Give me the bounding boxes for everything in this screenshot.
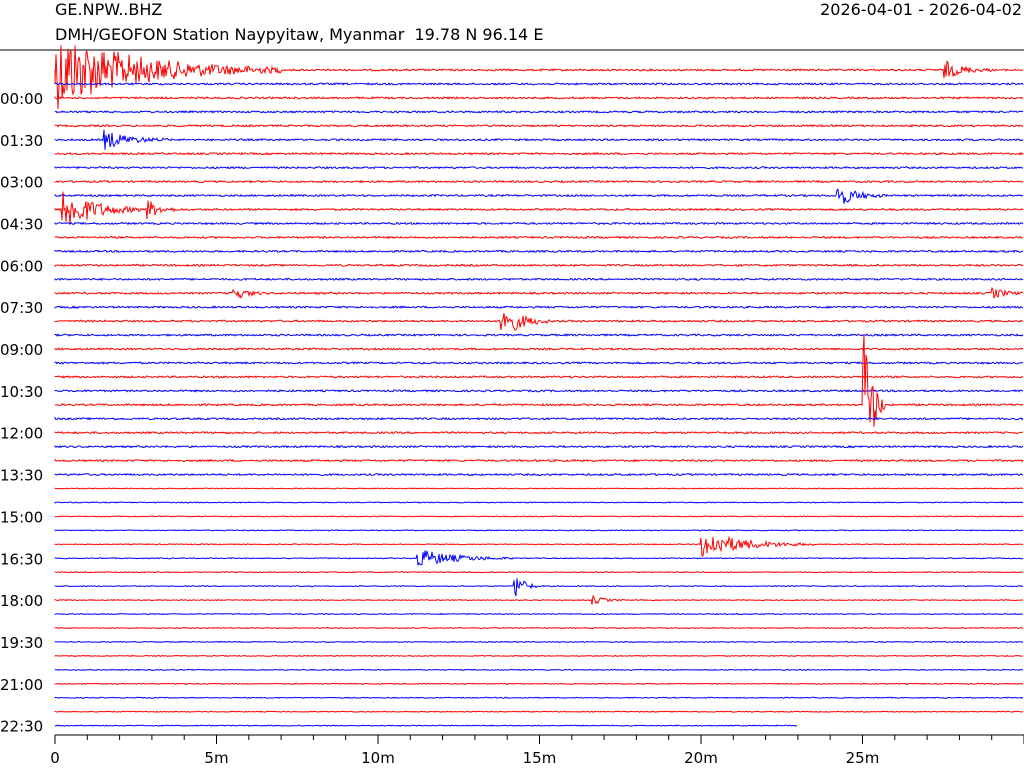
trace-row-38 xyxy=(54,594,1024,605)
trace-row-32 xyxy=(54,515,1024,518)
station-name: DMH/GEOFON Station Naypyitaw, Myanmar 19… xyxy=(55,25,544,44)
trace-row-1 xyxy=(54,82,1024,86)
trace-row-41 xyxy=(54,640,1024,644)
trace-row-37 xyxy=(54,578,1024,597)
trace-row-26 xyxy=(54,430,1024,435)
trace-row-33 xyxy=(54,529,1024,532)
trace-row-11 xyxy=(54,221,1024,226)
trace-row-44 xyxy=(54,682,1024,685)
time-label: 03:00 xyxy=(0,174,43,192)
trace-row-18 xyxy=(54,313,1024,331)
x-axis: 0 5m 10m 15m 20m 25m xyxy=(50,734,1024,767)
trace-row-21 xyxy=(54,361,1023,365)
trace-row-35 xyxy=(54,550,1024,566)
trace-row-16 xyxy=(54,286,1024,299)
time-label: 13:30 xyxy=(0,467,43,485)
trace-row-14 xyxy=(54,263,1024,268)
x-tick-label: 20m xyxy=(684,749,718,767)
time-label: 19:30 xyxy=(0,634,43,652)
time-label: 18:00 xyxy=(0,592,43,610)
trace-row-31 xyxy=(54,501,1024,504)
trace-row-30 xyxy=(54,487,1024,490)
time-label: 16:30 xyxy=(0,550,43,568)
trace-row-24 xyxy=(54,334,1024,427)
trace-row-40 xyxy=(54,626,1024,630)
time-label: 15:00 xyxy=(0,508,43,526)
trace-row-27 xyxy=(54,444,1024,449)
trace-row-43 xyxy=(54,668,1024,671)
time-label: 06:00 xyxy=(0,257,43,275)
trace-row-2 xyxy=(54,95,1024,100)
trace-row-29 xyxy=(54,472,1024,477)
x-tick-label: 0 xyxy=(50,749,60,767)
trace-row-8 xyxy=(54,179,1024,184)
date-range: 2026-04-01 - 2026-04-02 xyxy=(820,0,1022,19)
trace-row-45 xyxy=(54,696,1024,699)
trace-row-10 xyxy=(54,191,1024,225)
station-code: GE.NPW..BHZ xyxy=(55,0,163,19)
trace-row-6 xyxy=(54,151,1024,156)
trace-row-23 xyxy=(54,389,1024,393)
trace-row-3 xyxy=(54,110,1024,114)
trace-row-36 xyxy=(54,571,1024,574)
x-tick-label: 25m xyxy=(846,749,880,767)
trace-row-47 xyxy=(54,724,798,727)
time-label: 10:30 xyxy=(0,383,43,401)
x-tick-label: 5m xyxy=(204,749,228,767)
trace-row-25 xyxy=(54,416,1024,421)
trace-row-15 xyxy=(54,277,1024,282)
trace-row-42 xyxy=(54,654,1024,657)
trace-row-9 xyxy=(54,188,1024,204)
time-label-group: 00:00 01:30 03:00 04:30 06:00 07:30 09:00 10:30… xyxy=(0,90,43,736)
trace-row-4 xyxy=(54,123,1024,128)
x-tick-label: 10m xyxy=(361,749,395,767)
trace-group xyxy=(54,45,1024,727)
time-label: 12:00 xyxy=(0,425,43,443)
trace-row-34 xyxy=(54,535,1024,557)
time-label: 07:30 xyxy=(0,299,43,317)
time-label: 09:00 xyxy=(0,341,43,359)
trace-row-0 xyxy=(54,45,1024,110)
trace-row-13 xyxy=(54,249,1024,254)
time-label: 04:30 xyxy=(0,215,43,233)
trace-row-20 xyxy=(54,347,1024,351)
trace-row-22 xyxy=(54,375,1024,379)
time-label: 01:30 xyxy=(0,132,43,150)
time-label: 21:00 xyxy=(0,676,43,694)
trace-row-5 xyxy=(54,129,1024,150)
trace-row-17 xyxy=(54,305,1024,309)
trace-row-12 xyxy=(54,235,1023,240)
trace-row-28 xyxy=(54,458,1024,463)
x-tick-label: 15m xyxy=(523,749,557,767)
time-label: 00:00 xyxy=(0,90,43,108)
trace-row-46 xyxy=(54,710,1024,713)
trace-row-19 xyxy=(54,333,1024,337)
trace-row-7 xyxy=(54,165,1024,170)
trace-row-39 xyxy=(54,612,1024,616)
time-label: 22:30 xyxy=(0,718,43,736)
